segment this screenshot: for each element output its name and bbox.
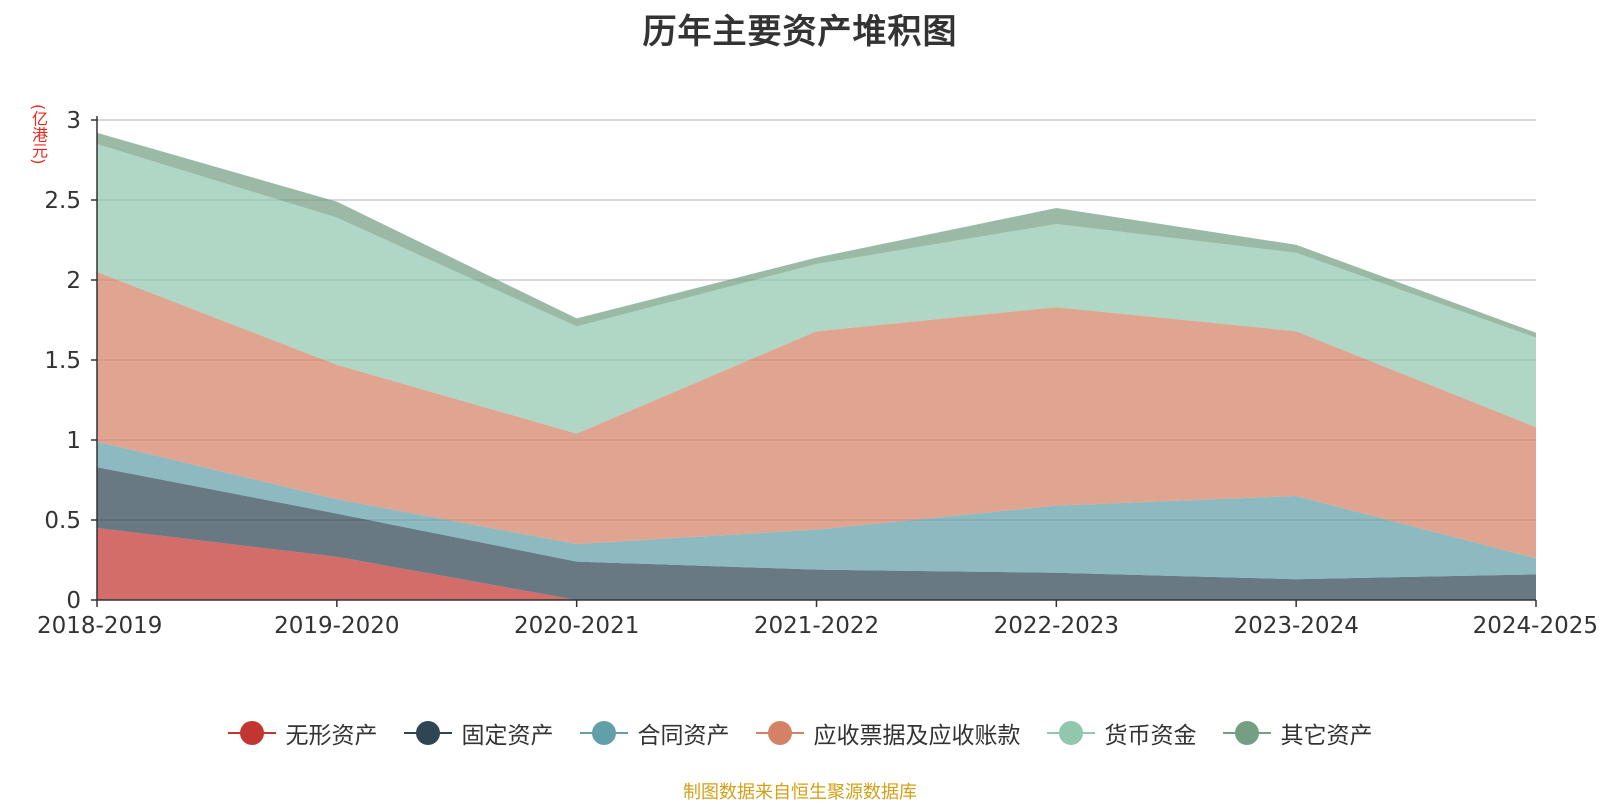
chart-title: 历年主要资产堆积图 — [642, 12, 958, 52]
legend-label: 无形资产 — [285, 723, 378, 749]
x-tick-label: 2020-2021 — [514, 613, 639, 639]
legend-item[interactable]: 其它资产 — [1222, 716, 1373, 750]
y-tick-label: 0.5 — [44, 508, 81, 534]
area-series-3 — [97, 272, 1536, 559]
x-tick-label: 2024-2025 — [1473, 613, 1598, 639]
x-tick-label: 2018-2019 — [37, 613, 162, 639]
legend-marker-icon — [227, 720, 276, 746]
legend-marker-icon — [1222, 720, 1271, 746]
legend-marker-icon — [579, 720, 628, 746]
area-series-4 — [97, 144, 1536, 434]
legend-item[interactable]: 无形资产 — [227, 716, 378, 750]
x-tick-label: 2021-2022 — [754, 613, 879, 639]
chart-legend: 无形资产 固定资产 合同资产 应收票据及应收账款 货币资金 其它资产 — [0, 716, 1600, 750]
area-series-2 — [97, 441, 1536, 580]
legend-marker-icon — [755, 720, 804, 746]
area-series-5 — [97, 132, 1536, 338]
legend-label: 合同资产 — [637, 723, 730, 749]
y-tick-label: 1.5 — [44, 348, 81, 374]
data-source-note: 制图数据来自恒生聚源数据库 — [683, 782, 917, 803]
legend-label: 固定资产 — [461, 723, 554, 749]
y-axis-unit-label: (亿港元) — [29, 104, 48, 165]
legend-marker-icon — [403, 720, 452, 746]
legend-label: 货币资金 — [1104, 723, 1197, 749]
x-tick-label: 2022-2023 — [994, 613, 1119, 639]
legend-label: 应收票据及应收账款 — [813, 723, 1021, 749]
stacked-area-chart: 0 0.5 1 1.5 2 2.5 3 2018-2019 2019-2020 2020-2021… — [37, 108, 1598, 639]
y-tick-label: 2 — [66, 268, 81, 294]
area-series-0 — [97, 528, 1536, 600]
y-tick-label: 0 — [66, 588, 81, 614]
legend-marker-icon — [1046, 720, 1095, 746]
legend-label: 其它资产 — [1280, 723, 1373, 749]
y-tick-label: 2.5 — [44, 188, 81, 214]
legend-item[interactable]: 货币资金 — [1046, 716, 1197, 750]
y-tick-label: 1 — [66, 428, 81, 454]
legend-item[interactable]: 固定资产 — [403, 716, 554, 750]
legend-item[interactable]: 应收票据及应收账款 — [755, 716, 1021, 750]
x-tick-label: 2023-2024 — [1233, 613, 1358, 639]
area-series-1 — [97, 467, 1536, 600]
legend-item[interactable]: 合同资产 — [579, 716, 730, 750]
y-tick-label: 3 — [66, 108, 81, 134]
x-tick-label: 2019-2020 — [274, 613, 399, 639]
